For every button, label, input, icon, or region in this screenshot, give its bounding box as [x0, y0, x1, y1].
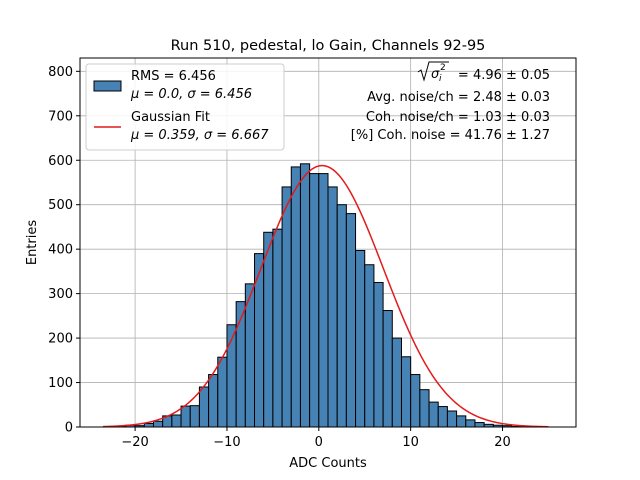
- histogram-bar-25: [345, 213, 357, 428]
- histogram-bar-39: [474, 422, 485, 428]
- histogram-bar-3: [143, 422, 154, 428]
- legend-box: [85, 63, 285, 151]
- histogram-bar-38: [465, 419, 476, 428]
- histogram-bar-16: [263, 231, 274, 428]
- legend-histogram-swatch: [93, 80, 122, 92]
- y-tick-label-2: 200: [48, 332, 73, 347]
- annotation-rms-noise: = 4.96 ± 0.05: [458, 68, 550, 83]
- plot-frame: [79, 57, 577, 428]
- histogram-bar-22: [318, 173, 329, 428]
- x-axis-label: ADC Counts: [289, 456, 367, 471]
- histogram-bar-32: [410, 374, 421, 428]
- histogram-bar-35: [437, 406, 448, 428]
- gaussian-fit-curve: [102, 164, 549, 428]
- histogram-bar-20: [299, 163, 311, 428]
- legend-entry-histogram-line1: RMS = 6.456: [131, 69, 216, 84]
- histogram-bar-29: [382, 310, 393, 428]
- annotation-coh-noise: Coh. noise/ch = 1.03 ± 0.03: [366, 110, 550, 125]
- histogram-bar-34: [428, 401, 439, 428]
- histogram-bar-27: [364, 264, 375, 428]
- y-tick-label-8: 800: [48, 65, 73, 80]
- x-tick-label-1: −10: [213, 435, 240, 450]
- histogram-bar-18: [281, 186, 292, 428]
- y-tick-label-5: 500: [48, 198, 73, 213]
- chart-title: Run 510, pedestal, lo Gain, Channels 92-…: [171, 38, 486, 54]
- y-axis: 0 100 200 300 400 500 600 700 800: [48, 65, 80, 436]
- histogram: [116, 163, 531, 428]
- sqrt-sigma-symbol: σ: [431, 67, 440, 82]
- histogram-bar-10: [208, 374, 219, 428]
- annotation-avg-noise: Avg. noise/ch = 2.48 ± 0.03: [367, 90, 550, 105]
- legend-entry-fit-line1: Gaussian Fit: [131, 110, 210, 125]
- x-tick-label-0: −20: [121, 435, 148, 450]
- histogram-bar-26: [355, 250, 366, 428]
- noise-annotations: σ i 2 = 4.96 ± 0.05 Avg. noise/ch = 2.48…: [351, 61, 550, 143]
- histogram-bar-33: [419, 389, 430, 428]
- y-tick-label-6: 600: [48, 154, 73, 169]
- histogram-bar-24: [336, 204, 347, 428]
- x-tick-label-2: 0: [315, 435, 323, 450]
- histogram-bar-28: [373, 282, 384, 428]
- y-tick-label-4: 400: [48, 243, 73, 258]
- histogram-bar-4: [152, 420, 164, 428]
- legend: RMS = 6.456 μ = 0.0, σ = 6.456 Gaussian …: [85, 63, 285, 151]
- histogram-bar-8: [189, 405, 200, 428]
- histogram-bar-9: [198, 386, 210, 428]
- histogram-bar-37: [456, 415, 467, 428]
- sqrt-sigma-superscript: 2: [440, 63, 446, 73]
- legend-entry-histogram-line2: μ = 0.0, σ = 6.456: [130, 87, 252, 102]
- histogram-bar-21: [309, 173, 320, 428]
- y-axis-label: Entries: [25, 220, 40, 266]
- histogram-bar-19: [290, 166, 301, 428]
- histogram-bar-11: [217, 356, 228, 428]
- histogram-bar-31: [400, 356, 412, 428]
- y-tick-label-0: 0: [65, 421, 73, 436]
- sqrt-sign-icon: [417, 61, 449, 82]
- y-tick-label-1: 100: [48, 376, 73, 391]
- histogram-bar-7: [180, 405, 191, 428]
- annotation-coh-noise-percent: [%] Coh. noise = 41.76 ± 1.27: [351, 128, 550, 143]
- histogram-bar-23: [327, 186, 338, 428]
- histogram-bar-17: [272, 228, 283, 428]
- legend-entry-fit-line2: μ = 0.359, σ = 6.667: [130, 128, 269, 143]
- x-tick-label-3: 10: [402, 435, 419, 450]
- histogram-bar-36: [446, 410, 458, 428]
- y-tick-label-7: 700: [48, 109, 73, 124]
- sqrt-sigma-subscript: i: [439, 74, 442, 84]
- x-axis: −20 −10 0 10 20: [121, 427, 511, 450]
- histogram-bar-6: [171, 414, 182, 428]
- annotation-sqrt-sigma: σ i 2 = 4.96 ± 0.05: [417, 61, 550, 84]
- histogram-bar-30: [391, 337, 402, 428]
- y-tick-label-3: 300: [48, 287, 73, 302]
- x-tick-label-4: 20: [494, 435, 511, 450]
